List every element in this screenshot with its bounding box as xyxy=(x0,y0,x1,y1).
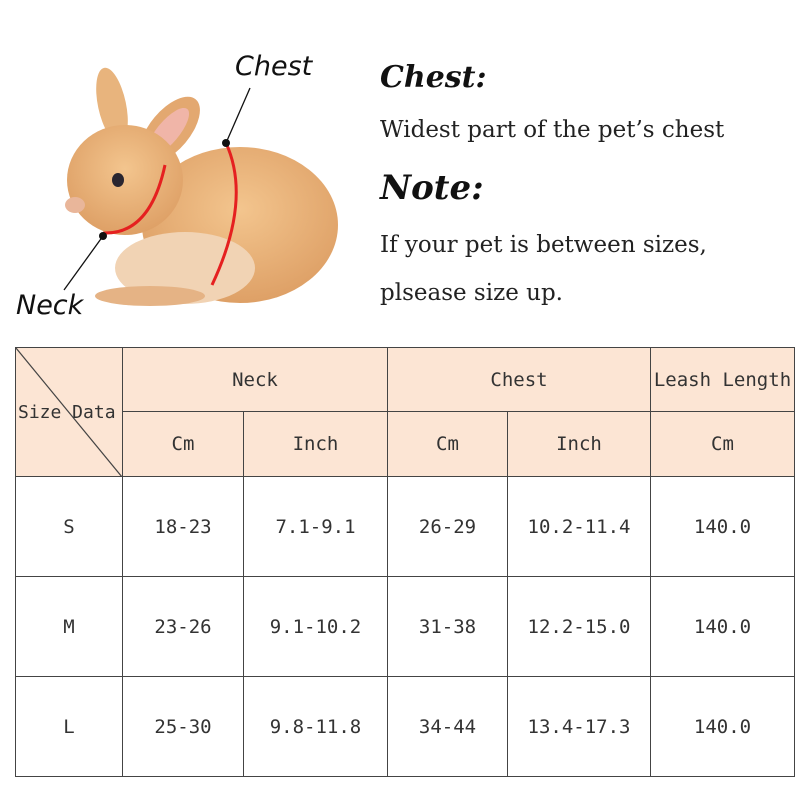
corner-label: Size Data xyxy=(18,402,116,423)
unit-chest-cm: Cm xyxy=(387,411,508,477)
neck-label: Neck xyxy=(16,290,84,321)
size-cell: L xyxy=(15,676,123,777)
table-row: M 23-26 9.1-10.2 31-38 12.2-15.0 140.0 xyxy=(15,576,795,677)
chest-cm-cell: 34-44 xyxy=(387,676,508,777)
chest-measure-line xyxy=(210,142,238,286)
leash-cm-cell: 140.0 xyxy=(650,576,795,677)
header-leash-length: Leash Length xyxy=(650,347,795,412)
header-chest: Chest xyxy=(387,347,651,412)
size-table: Size Data Neck Chest Leash Length Cm Inc… xyxy=(15,347,795,777)
chest-description: Widest part of the pet’s chest xyxy=(380,117,725,143)
neck-cm-cell: 18-23 xyxy=(122,476,244,577)
unit-neck-cm: Cm xyxy=(122,411,244,477)
neck-cm-cell: 23-26 xyxy=(122,576,244,677)
chest-label: Chest xyxy=(235,51,313,82)
neck-inch-cell: 9.8-11.8 xyxy=(243,676,388,777)
corner-cell: Size Data xyxy=(15,347,123,477)
rabbit-illustration xyxy=(63,67,338,306)
neck-measure-line xyxy=(102,164,167,235)
size-cell: S xyxy=(15,476,123,577)
chest-inch-cell: 10.2-11.4 xyxy=(507,476,651,577)
chest-heading: Chest: xyxy=(380,60,487,95)
note-line-2: plsease size up. xyxy=(380,280,563,306)
table-row: L 25-30 9.8-11.8 34-44 13.4-17.3 140.0 xyxy=(15,676,795,777)
chest-cm-cell: 26-29 xyxy=(387,476,508,577)
note-line-1: If your pet is between sizes, xyxy=(380,232,707,258)
leash-cm-cell: 140.0 xyxy=(650,476,795,577)
size-cell: M xyxy=(15,576,123,677)
leash-cm-cell: 140.0 xyxy=(650,676,795,777)
table-row: S 18-23 7.1-9.1 26-29 10.2-11.4 140.0 xyxy=(15,476,795,577)
note-heading: Note: xyxy=(380,168,484,208)
unit-chest-inch: Inch xyxy=(507,411,651,477)
unit-leash-cm: Cm xyxy=(650,411,795,477)
neck-cm-cell: 25-30 xyxy=(122,676,244,777)
unit-neck-inch: Inch xyxy=(243,411,388,477)
neck-inch-cell: 9.1-10.2 xyxy=(243,576,388,677)
header-neck: Neck xyxy=(122,347,388,412)
chest-inch-cell: 13.4-17.3 xyxy=(507,676,651,777)
chest-cm-cell: 31-38 xyxy=(387,576,508,677)
chest-inch-cell: 12.2-15.0 xyxy=(507,576,651,677)
neck-inch-cell: 7.1-9.1 xyxy=(243,476,388,577)
